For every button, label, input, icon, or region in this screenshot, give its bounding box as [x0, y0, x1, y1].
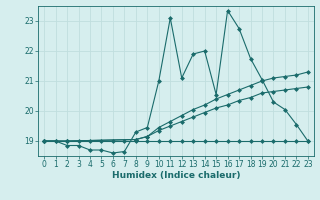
X-axis label: Humidex (Indice chaleur): Humidex (Indice chaleur) [112, 171, 240, 180]
